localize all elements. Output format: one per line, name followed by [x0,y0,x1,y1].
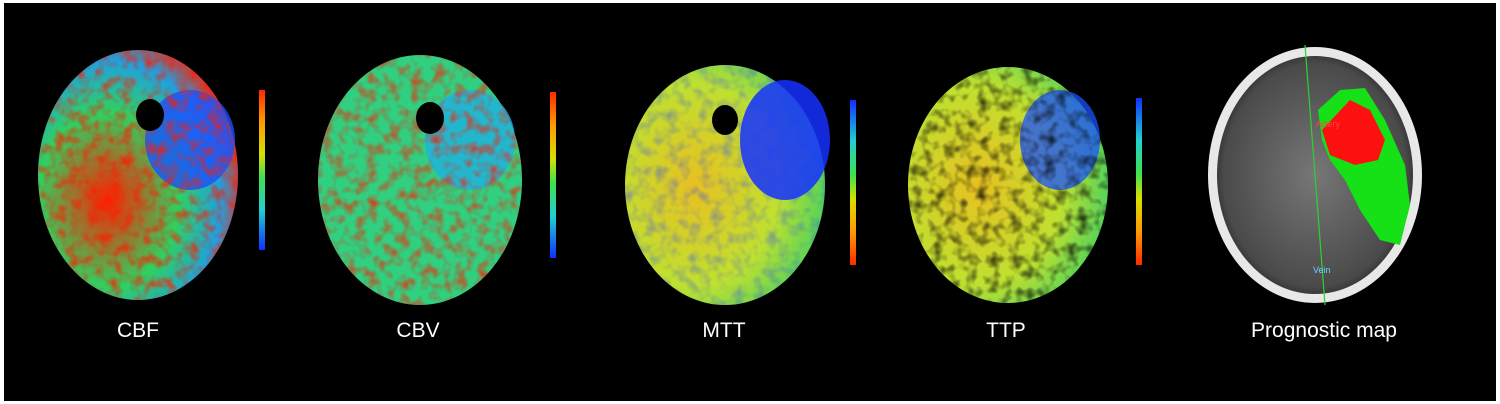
prognostic-map: Artery Vein [1208,44,1422,306]
panel-label: Prognostic map [1251,319,1397,342]
annotation: Artery [1316,119,1341,129]
color-bar [550,92,556,258]
color-bar [259,90,265,250]
cbf-map [38,50,238,300]
panel-label: TTP [986,319,1026,342]
annotation: Vein [1313,265,1331,275]
color-bar [850,100,856,265]
panel-label: CBV [396,319,439,342]
cbv-map [318,55,522,305]
panel-label: CBF [117,319,159,342]
panel-label: MTT [702,319,745,342]
mtt-map [625,65,830,305]
color-bar [1136,98,1142,265]
ttp-map [908,67,1108,303]
